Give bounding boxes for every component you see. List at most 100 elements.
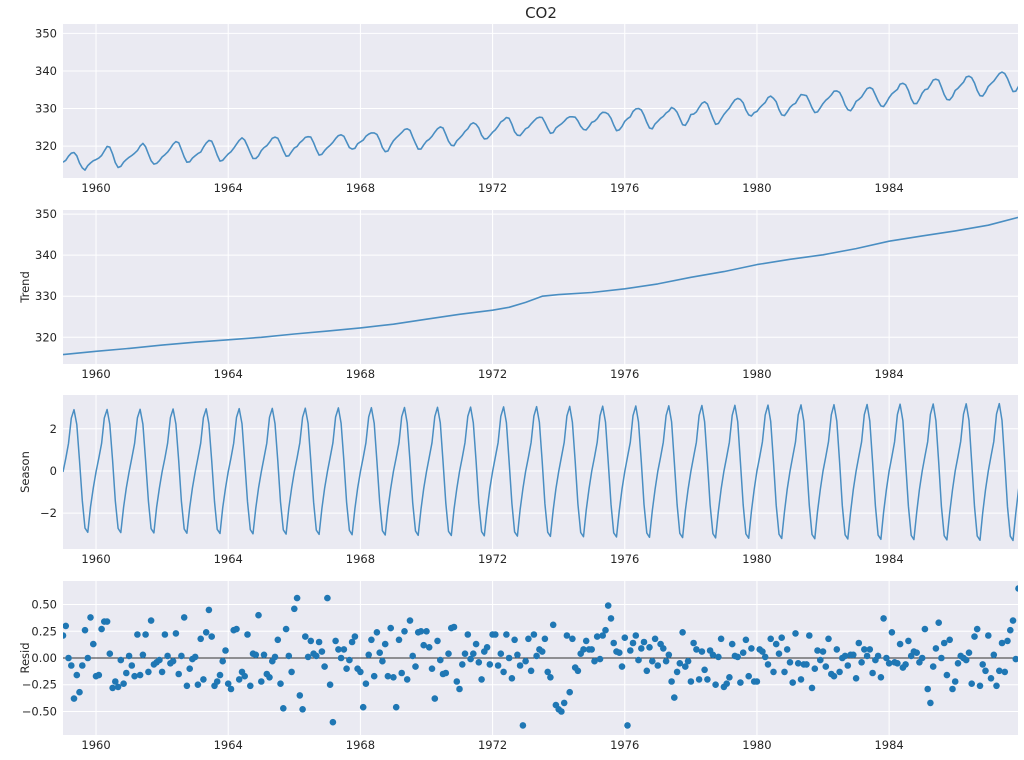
resid-point <box>792 630 799 637</box>
resid-point <box>208 633 215 640</box>
x-tick-label: 1960 <box>81 367 110 381</box>
resid-point <box>470 650 477 657</box>
resid-point <box>412 663 419 670</box>
resid-point <box>417 628 425 635</box>
resid-point <box>387 624 395 632</box>
resid-point <box>76 688 83 696</box>
resid-point <box>274 636 282 644</box>
x-tick-label: 1964 <box>214 181 243 195</box>
resid-point <box>927 699 934 707</box>
resid-point <box>913 649 920 656</box>
resid-point <box>965 649 973 656</box>
resid-point <box>748 645 755 652</box>
resid-point <box>1007 626 1014 634</box>
series-line-co2 <box>63 71 1018 171</box>
resid-point <box>87 614 94 621</box>
resid-point <box>139 651 147 659</box>
resid-point <box>596 655 604 663</box>
resid-point <box>409 652 417 660</box>
y-tick-label: −0.25 <box>22 678 57 692</box>
resid-point <box>558 708 565 715</box>
resid-point <box>772 640 780 648</box>
resid-point <box>233 625 240 633</box>
y-tick-label: 0.25 <box>31 624 57 638</box>
series-line-trend <box>63 216 1018 356</box>
resid-point <box>833 646 841 653</box>
resid-point <box>120 680 127 687</box>
resid-point <box>811 665 819 672</box>
resid-point <box>453 678 461 685</box>
resid-point <box>717 635 725 643</box>
resid-point <box>81 626 89 634</box>
resid-point <box>445 650 452 657</box>
resid-point <box>742 636 750 644</box>
resid-point <box>519 722 527 729</box>
resid-point <box>434 637 441 645</box>
x-tick-label: 1964 <box>214 552 243 566</box>
resid-point <box>70 695 78 702</box>
resid-point <box>511 636 518 644</box>
resid-point <box>560 699 568 707</box>
resid-point <box>514 651 521 659</box>
resid-point <box>178 652 185 660</box>
resid-point <box>547 674 554 681</box>
resid-point <box>885 660 893 667</box>
resid-point <box>505 654 513 662</box>
resid-point <box>205 606 213 614</box>
resid-point <box>216 671 224 679</box>
resid-point <box>902 661 909 668</box>
resid-point <box>668 678 675 685</box>
resid-point <box>607 615 615 622</box>
resid-point <box>68 662 75 669</box>
resid-point <box>280 705 287 712</box>
resid-point <box>789 679 796 686</box>
resid-point <box>704 676 711 683</box>
resid-point <box>803 661 810 668</box>
resid-point <box>522 657 529 665</box>
resid-point <box>390 674 397 681</box>
x-tick-label: 1984 <box>874 367 903 381</box>
resid-point <box>202 629 210 636</box>
resid-point <box>646 644 653 651</box>
resid-point <box>357 668 364 676</box>
resid-point <box>213 678 221 685</box>
resid-point <box>343 665 350 672</box>
resid-point <box>698 648 706 655</box>
resid-point <box>841 652 849 660</box>
resid-point <box>376 649 384 656</box>
x-tick-label: 1968 <box>346 181 375 195</box>
plot-area-trend <box>63 210 1018 364</box>
resid-point <box>850 651 857 659</box>
resid-point <box>640 638 648 646</box>
resid-point <box>877 674 885 681</box>
resid-point <box>682 663 689 670</box>
resid-point <box>277 680 284 687</box>
resid-point <box>467 655 474 663</box>
resid-point <box>379 657 386 665</box>
resid-point <box>227 685 235 693</box>
x-tick-label: 1960 <box>81 738 110 752</box>
resid-point <box>951 678 959 685</box>
resid-point <box>112 678 119 685</box>
resid-point <box>293 594 301 602</box>
series-line-season <box>63 402 1018 542</box>
y-tick-label: 350 <box>35 26 57 40</box>
resid-point <box>591 657 598 665</box>
resid-point <box>651 635 659 643</box>
resid-point <box>786 659 794 666</box>
resid-point <box>761 653 769 661</box>
resid-point <box>183 682 191 690</box>
resid-point <box>660 645 667 652</box>
resid-point <box>403 676 411 683</box>
resid-point <box>431 695 439 702</box>
x-tick-label: 1972 <box>478 552 507 566</box>
resid-point <box>255 611 262 619</box>
resid-point <box>830 672 838 680</box>
resid-point <box>806 632 813 639</box>
resid-point <box>770 668 777 676</box>
resid-point <box>483 644 491 651</box>
resid-point <box>654 662 662 669</box>
resid-point <box>392 703 400 711</box>
resid-point <box>866 646 874 653</box>
resid-point <box>302 633 309 640</box>
